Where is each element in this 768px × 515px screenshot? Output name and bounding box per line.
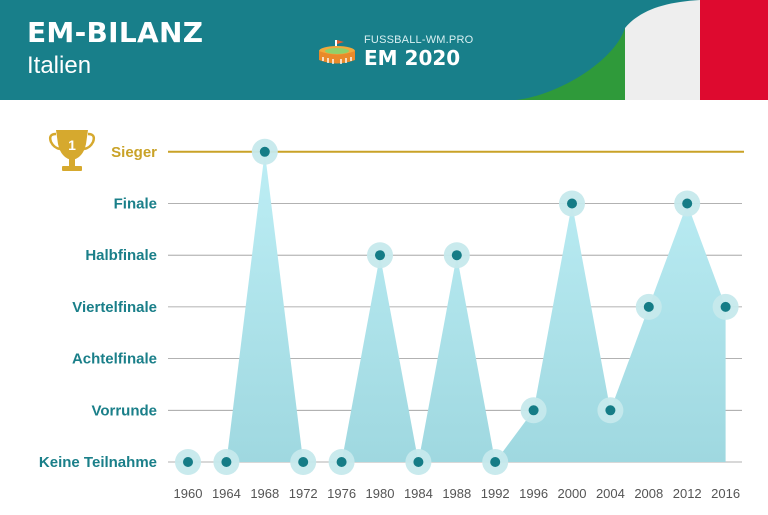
y-axis-label: Halbfinale (85, 247, 157, 264)
country-subtitle: Italien (27, 52, 92, 79)
x-axis-label: 1968 (250, 486, 279, 501)
header-banner: EM-BILANZ Italien FUSSBALL-WM.PRO EM 202… (0, 0, 768, 100)
x-axis-label: 1972 (289, 486, 318, 501)
x-axis-label: 1984 (404, 486, 433, 501)
data-point (635, 293, 662, 320)
results-area (188, 151, 726, 463)
x-axis-label: 1992 (481, 486, 510, 501)
brand-event-name: EM 2020 (364, 46, 461, 70)
x-axis-label: 1996 (519, 486, 548, 501)
data-point (443, 242, 470, 269)
data-point (520, 397, 547, 424)
data-point (251, 138, 278, 165)
data-point (597, 397, 624, 424)
y-axis-label: Viertelfinale (72, 299, 157, 316)
trophy-icon: 1 (48, 130, 96, 171)
data-point (367, 242, 393, 269)
data-point (482, 449, 509, 475)
x-axis-label: 1980 (366, 486, 395, 501)
trophy-number: 1 (68, 137, 76, 153)
data-point (674, 190, 701, 217)
x-axis-label: 2004 (596, 486, 625, 501)
data-point (405, 449, 432, 475)
brand-site-name: FUSSBALL-WM.PRO (364, 34, 474, 46)
data-point (328, 449, 355, 475)
x-axis-label: 1960 (174, 486, 203, 501)
x-axis-label: 1988 (442, 486, 471, 501)
y-axis-label: Vorrunde (91, 402, 157, 419)
x-axis-label: 2008 (634, 486, 663, 501)
stadium-icon (319, 40, 355, 64)
data-point (213, 449, 240, 475)
y-axis-label: Achtelfinale (72, 351, 157, 368)
x-axis-label: 2012 (673, 486, 702, 501)
brand-logo: FUSSBALL-WM.PRO EM 2020 (318, 34, 473, 74)
x-axis-label: 1976 (327, 486, 356, 501)
data-point (175, 449, 201, 475)
y-axis-label: Sieger (111, 144, 157, 161)
data-point (559, 190, 585, 217)
em-results-chart: Keine Teilnahme Vorrunde Achtelfinale Viert… (39, 130, 744, 501)
x-axis-label: 2016 (711, 486, 740, 501)
page-title: EM-BILANZ (27, 16, 204, 49)
data-point (712, 293, 739, 320)
x-axis-label: 1964 (212, 486, 241, 501)
x-axis-label: 2000 (558, 486, 587, 501)
y-axis-label: Keine Teilnahme (39, 454, 157, 471)
y-axis-label: Finale (114, 196, 157, 213)
italy-flag-icon (516, 0, 768, 100)
data-point (290, 449, 317, 475)
